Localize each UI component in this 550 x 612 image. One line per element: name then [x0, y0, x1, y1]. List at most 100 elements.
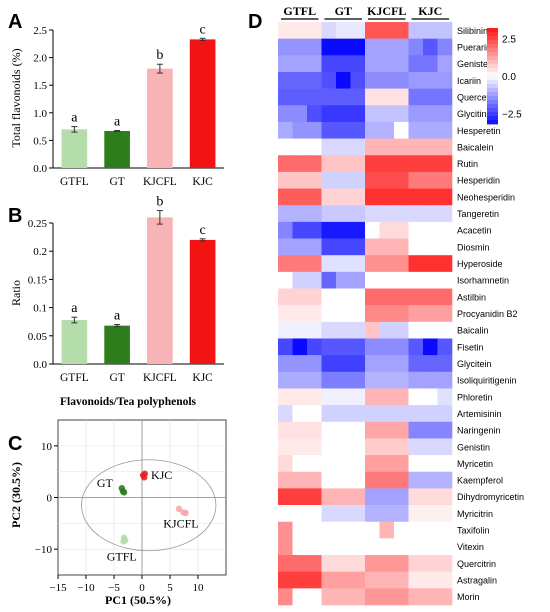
- heatmap-cell: [379, 571, 395, 589]
- heatmap-cell: [394, 438, 409, 456]
- heatmap-cell: [437, 355, 453, 373]
- heatmap-cell: [350, 288, 366, 306]
- heatmap-cell: [292, 138, 308, 156]
- heatmap-cell: [408, 71, 424, 89]
- heatmap-cell: [437, 238, 453, 256]
- y-tick-label: 0.5: [33, 135, 47, 147]
- heatmap-cell: [408, 388, 424, 406]
- heatmap-cell: [408, 188, 424, 206]
- heatmap-cell: [350, 338, 366, 356]
- heatmap-cell: [307, 455, 322, 473]
- heatmap-cell: [365, 171, 380, 189]
- colorbar-step: [487, 72, 498, 77]
- heatmap-cell: [394, 571, 409, 589]
- heatmap-cell: [321, 488, 337, 506]
- heatmap-cell: [423, 105, 438, 123]
- group-label-kjc: KJC: [151, 468, 172, 482]
- heatmap-cell: [437, 121, 453, 139]
- heatmap-cell: [379, 338, 395, 356]
- heatmap-cell: [365, 138, 380, 156]
- heatmap-cell: [437, 55, 453, 73]
- heatmap-cell: [321, 238, 337, 256]
- chart-a-ylabel: Total flavonoids (%): [9, 48, 23, 147]
- heatmap-cell: [292, 588, 308, 606]
- colorbar-step: [487, 112, 498, 117]
- heatmap-cell: [321, 221, 337, 239]
- heatmap-cell: [423, 321, 438, 339]
- heatmap-cell: [336, 388, 351, 406]
- heatmap-cell: [379, 438, 395, 456]
- heatmap-cell: [336, 471, 351, 489]
- heatmap-cell: [307, 288, 322, 306]
- heatmap-cell: [292, 155, 308, 173]
- heatmap-cell: [365, 538, 380, 556]
- colorbar-step: [487, 96, 498, 101]
- heatmap-cell: [278, 488, 293, 506]
- heatmap-cell: [423, 221, 438, 239]
- row-label: Isoliquiritigenin: [457, 376, 517, 386]
- heatmap-cell: [350, 255, 366, 273]
- heatmap-cell: [408, 138, 424, 156]
- heatmap-cell: [321, 255, 337, 273]
- heatmap-cell: [423, 305, 438, 323]
- heatmap-cell: [292, 271, 308, 289]
- heatmap-cell: [423, 255, 438, 273]
- heatmap-cell: [307, 438, 322, 456]
- heatmap-cell: [423, 538, 438, 556]
- heatmap-cell: [321, 171, 337, 189]
- row-label: Quercitrin: [457, 559, 496, 569]
- heatmap-cell: [394, 171, 409, 189]
- heatmap-cell: [423, 521, 438, 539]
- point-kjcfl: [182, 509, 189, 517]
- heatmap-cell: [321, 155, 337, 173]
- heatmap-cell: [365, 355, 380, 373]
- y-tick-label: 0.1: [33, 303, 47, 315]
- heatmap-cell: [278, 138, 293, 156]
- heatmap-cell: [336, 188, 351, 206]
- panel-label-b: B: [8, 205, 22, 227]
- heatmap-cell: [408, 155, 424, 173]
- heatmap-cell: [379, 238, 395, 256]
- heatmap-cell: [379, 105, 395, 123]
- significance-letter: a: [71, 301, 78, 316]
- y-tick-label: 2.0: [33, 53, 47, 65]
- heatmap-cell: [321, 521, 337, 539]
- heatmap-cell: [423, 271, 438, 289]
- heatmap-cell: [321, 538, 337, 556]
- heatmap-cell: [292, 22, 308, 39]
- heatmap-cell: [379, 255, 395, 273]
- heatmap-cell: [437, 38, 453, 56]
- heatmap-cell: [437, 321, 453, 339]
- heatmap-cell: [437, 271, 453, 289]
- y-tick-label: 0: [47, 493, 53, 505]
- panel-label-c: C: [8, 433, 22, 455]
- heatmap-cell: [292, 471, 308, 489]
- colorbar-step: [487, 116, 498, 121]
- heatmap-cell: [394, 238, 409, 256]
- chart-c-xlabel: PC1 (50.5%): [105, 593, 171, 607]
- colorbar-step: [487, 68, 498, 73]
- heatmap-cell: [336, 138, 351, 156]
- heatmap-cell: [350, 388, 366, 406]
- row-label: Vitexin: [457, 542, 484, 552]
- heatmap-cell: [365, 255, 380, 273]
- heatmap-cell: [292, 55, 308, 73]
- heatmap-cell: [307, 55, 322, 73]
- heatmap-cell: [408, 455, 424, 473]
- heatmap-cell: [321, 55, 337, 73]
- heatmap-cell: [350, 71, 366, 89]
- heatmap-cell: [307, 271, 322, 289]
- heatmap-cell: [379, 138, 395, 156]
- row-label: Hesperidin: [457, 176, 500, 186]
- x-tick-label: 10: [193, 582, 205, 594]
- heatmap-cell: [350, 305, 366, 323]
- heatmap-cell: [278, 288, 293, 306]
- significance-letter: a: [71, 111, 78, 126]
- heatmap-cell: [307, 238, 322, 256]
- heatmap-cell: [278, 238, 293, 256]
- y-tick-label: −10: [35, 544, 53, 556]
- heatmap-cell: [408, 438, 424, 456]
- heatmap-cell: [278, 388, 293, 406]
- heatmap-cell: [365, 271, 380, 289]
- colorbar-step: [487, 84, 498, 89]
